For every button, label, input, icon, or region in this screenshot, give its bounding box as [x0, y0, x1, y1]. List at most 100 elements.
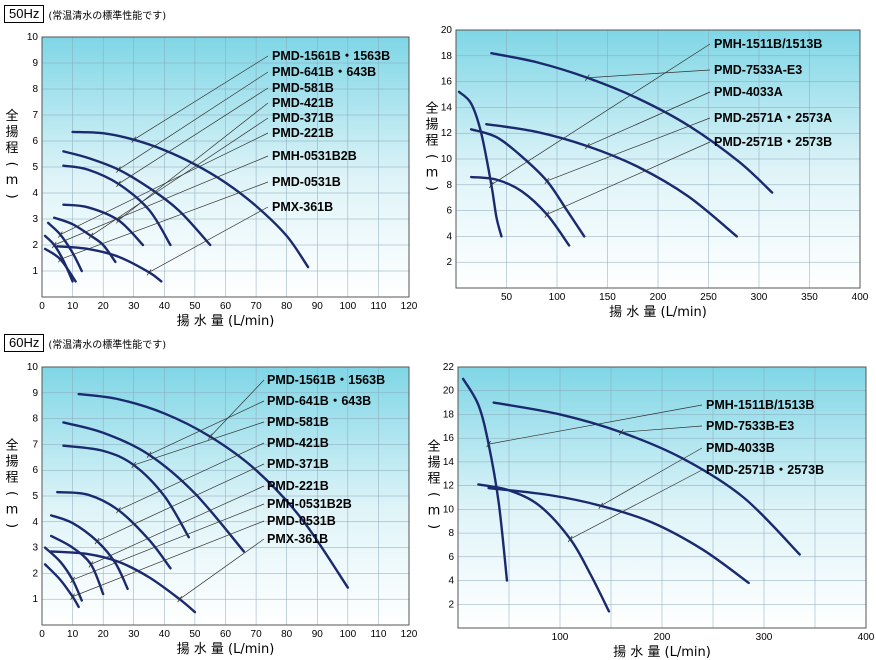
x-tick-label: 400 — [852, 292, 869, 303]
leader-line — [72, 503, 265, 581]
leader-tick — [131, 136, 137, 143]
y-axis-label: ) — [426, 524, 441, 529]
curve-label: PMD-581B — [272, 81, 334, 95]
curve-pmx-361b — [49, 550, 197, 614]
x-tick-label: 30 — [128, 301, 140, 312]
curve-pmd-0531b — [43, 563, 80, 609]
leader-line — [587, 91, 711, 147]
x-tick-label: 120 — [401, 301, 418, 312]
curve-pmd-2571b-2573b — [477, 483, 611, 613]
x-tick-label: 70 — [251, 301, 263, 312]
curve-label: PMD-641B・643B — [267, 394, 371, 408]
y-axis-label: ( — [426, 492, 441, 497]
leader-line — [148, 206, 269, 273]
leader-line — [621, 425, 703, 433]
y-axis-label: 全 — [427, 439, 440, 455]
curve-pmh-1511b-1513b — [457, 90, 503, 238]
x-tick-label: 200 — [650, 292, 667, 303]
y-tick-label: 8 — [32, 414, 38, 425]
x-tick-label: 10 — [67, 301, 79, 312]
curve-label: PMD-0531B — [272, 175, 341, 189]
leader-tick — [70, 576, 75, 584]
leader-tick — [116, 180, 121, 188]
x-tick-label: 110 — [370, 301, 386, 312]
x-tick-label: 50 — [189, 301, 201, 312]
curve-pmh-0531b2b — [43, 546, 83, 602]
y-tick-label: 4 — [446, 231, 452, 242]
x-tick-label: 80 — [281, 301, 293, 312]
y-tick-label: 10 — [27, 32, 39, 43]
x-tick-label: 350 — [801, 292, 818, 303]
y-axis-label: ( — [4, 491, 19, 496]
y-tick-label: 16 — [441, 77, 453, 88]
x-tick-label: 70 — [251, 629, 263, 640]
y-tick-label: 14 — [441, 102, 453, 113]
y-tick-label: 6 — [446, 206, 452, 217]
y-tick-label: 2 — [448, 599, 454, 610]
x-tick-label: 300 — [756, 632, 773, 643]
section-header-50hz: 50Hz (常温清水の標準性能です) — [4, 5, 166, 23]
leader-line — [90, 485, 265, 565]
leader-line — [133, 55, 269, 140]
y-tick-label: 5 — [32, 491, 38, 502]
leader-tick — [598, 502, 604, 510]
y-axis-label: ( — [4, 162, 19, 167]
standard-note-60: (常温清水の標準性能です) — [48, 339, 167, 351]
y-tick-label: 12 — [443, 481, 455, 492]
curve-label: PMD-7533A-E3 — [714, 63, 802, 77]
y-tick-label: 18 — [441, 51, 453, 62]
y-tick-label: 1 — [32, 266, 38, 277]
x-tick-label: 200 — [654, 632, 671, 643]
x-tick-label: 60 — [220, 629, 232, 640]
y-tick-label: 6 — [448, 552, 454, 563]
x-tick-label: 20 — [98, 301, 110, 312]
curve-pmd-221b — [46, 221, 83, 273]
y-axis-label: 全 — [5, 438, 18, 454]
y-tick-label: 1 — [32, 594, 38, 605]
leader-line — [600, 447, 703, 507]
curve-pmd-4033b — [487, 486, 750, 585]
leader-line — [118, 71, 269, 170]
leader-tick — [207, 433, 213, 440]
y-tick-label: 3 — [32, 214, 38, 225]
curve-label: PMD-1561B・1563B — [267, 373, 385, 387]
y-tick-label: 10 — [443, 504, 455, 515]
curve-label: PMD-4033A — [714, 85, 783, 99]
x-tick-label: 400 — [858, 632, 875, 643]
x-tick-label: 120 — [401, 629, 418, 640]
plot-frame — [457, 366, 867, 629]
x-tick-label: 100 — [339, 629, 356, 640]
leader-tick — [177, 595, 182, 603]
leader-line — [570, 469, 703, 540]
y-tick-label: 6 — [32, 136, 38, 147]
curve-label: PMD-641B・643B — [272, 65, 376, 79]
leader-line — [96, 463, 265, 542]
x-tick-label: 100 — [339, 301, 356, 312]
curve-label: PMD-7533B-E3 — [706, 419, 794, 433]
x-tick-label: 30 — [128, 629, 140, 640]
x-axis-label: 揚 水 量 (L/min) — [177, 641, 275, 657]
y-tick-label: 8 — [446, 180, 452, 191]
y-tick-label: 4 — [448, 576, 454, 587]
leader-tick — [146, 269, 152, 276]
leader-tick — [51, 241, 57, 249]
x-tick-label: 40 — [159, 629, 171, 640]
y-tick-label: 9 — [32, 388, 38, 399]
y-tick-label: 8 — [448, 528, 454, 539]
y-tick-label: 7 — [32, 439, 38, 450]
leader-tick — [618, 429, 624, 436]
y-axis-label: 全 — [425, 101, 438, 117]
x-tick-label: 150 — [599, 292, 616, 303]
plot-frame — [41, 366, 410, 626]
leader-tick — [58, 231, 63, 238]
y-axis-label: 揚 — [427, 455, 440, 471]
y-tick-label: 2 — [32, 240, 38, 251]
x-axis-label: 揚 水 量 (L/min) — [613, 644, 711, 660]
x-tick-label: 0 — [39, 629, 45, 640]
y-axis-label: 揚 — [425, 117, 438, 133]
leader-tick — [567, 535, 573, 543]
y-axis-label: 揚 — [5, 124, 18, 140]
leader-line — [133, 421, 265, 466]
y-tick-label: 14 — [443, 457, 455, 468]
y-axis-label: m — [428, 504, 441, 519]
